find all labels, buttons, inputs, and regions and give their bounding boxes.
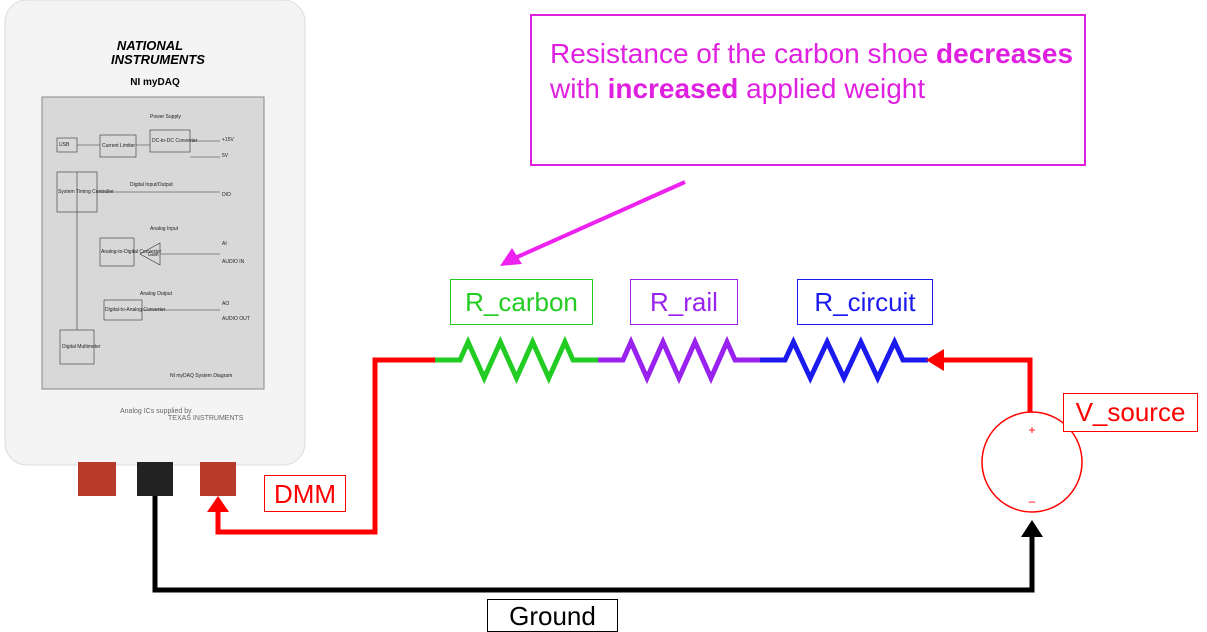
label: R_rail [630, 279, 738, 325]
bold-text: increased [607, 73, 739, 104]
block-label: Digital-to-Analog Converter [105, 307, 166, 313]
block-label: USB [59, 142, 70, 148]
resistor-circuit [760, 336, 928, 384]
pin: AUDIO OUT [222, 316, 250, 322]
section: Digital Input/Output [130, 182, 173, 188]
footer: Analog ICs supplied by [120, 408, 192, 415]
arrow [926, 349, 944, 371]
callout-arrow [514, 180, 686, 260]
label: R_carbon [450, 279, 593, 325]
text: with [550, 73, 600, 104]
block-label: Current Limiter [102, 143, 135, 149]
block-label: DC-to-DC Converter [152, 138, 198, 144]
arrow [207, 496, 229, 512]
pin: AUDIO IN [222, 259, 245, 265]
section: Analog Input [150, 226, 179, 232]
diagram-panel [41, 96, 265, 390]
text: Resistance of the carbon shoe [550, 38, 929, 69]
wire-dmm [215, 357, 437, 535]
resistor-carbon [435, 335, 598, 385]
label: Ground [487, 599, 618, 632]
terminal-red [78, 462, 116, 496]
label: R_circuit [797, 279, 933, 325]
caption: NI myDAQ System Diagram [170, 373, 232, 379]
section: Analog Output [140, 291, 173, 297]
label: DMM [264, 475, 346, 512]
model: NI myDAQ [130, 77, 180, 88]
pin: AI [222, 241, 227, 247]
voltage-source [981, 411, 1083, 513]
pin: +15V [222, 137, 234, 143]
callout: Resistance of the carbon shoe decreases … [530, 14, 1086, 166]
minus: – [1029, 494, 1036, 508]
wire-ground [152, 496, 1035, 593]
pin: AO [222, 301, 229, 307]
plus: + [1028, 423, 1035, 437]
wire-source [940, 357, 1033, 412]
heading: Power Supply [150, 114, 181, 120]
pin: DIO [222, 192, 231, 198]
text: applied weight [746, 73, 926, 104]
terminal-black [137, 462, 173, 496]
block-label: Gain [148, 252, 159, 258]
brand-line: INSTRUMENTS [111, 52, 205, 67]
block [99, 134, 137, 158]
block-label: System Timing Controller [58, 189, 114, 195]
resistor-rail [598, 335, 760, 385]
footer: TEXAS INSTRUMENTS [168, 415, 244, 422]
label: V_source [1063, 393, 1198, 432]
system-diagram: Power Supply USB Current Limiter DC-to-D… [56, 114, 250, 379]
block-label: Analog-to-Digital Converter [101, 249, 162, 255]
arrow [1021, 520, 1043, 537]
arrow [500, 248, 522, 266]
pin: 5V [222, 153, 229, 159]
terminal-red [200, 462, 236, 496]
block-label: Digital Multimeter [62, 344, 101, 350]
diagram-lines [76, 140, 220, 330]
brand-line: NATIONAL [117, 38, 183, 53]
block [99, 237, 135, 267]
bold-text: decreases [936, 38, 1074, 69]
